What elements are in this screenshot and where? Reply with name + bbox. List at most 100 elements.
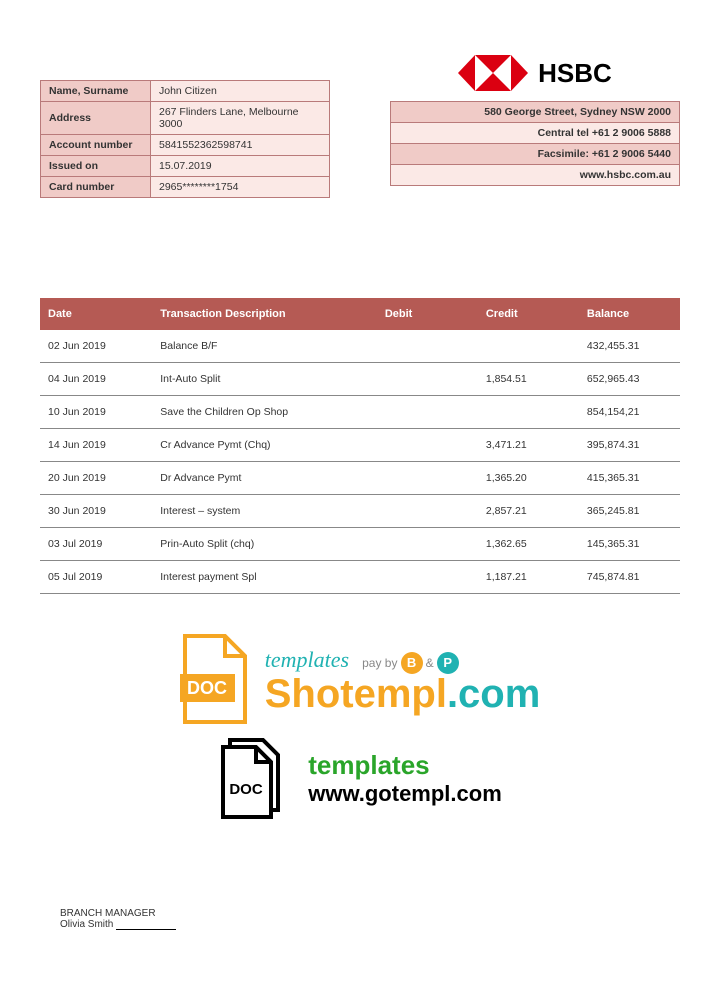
gotempl-templates-label: templates <box>308 750 502 781</box>
tx-cell-date: 14 Jun 2019 <box>40 429 152 462</box>
gotempl-text-block: templates www.gotempl.com <box>308 750 502 807</box>
templ-part: templ <box>340 672 447 716</box>
customer-info-label: Card number <box>41 177 151 198</box>
hsbc-logo-icon <box>458 55 528 91</box>
tx-cell-balance: 745,874.81 <box>579 561 680 594</box>
bank-name: HSBC <box>538 58 612 89</box>
tx-header-cell: Balance <box>579 298 680 330</box>
bank-info-cell: 580 George Street, Sydney NSW 2000 <box>391 102 680 123</box>
tx-cell-credit: 1,365.20 <box>478 462 579 495</box>
payby-label: pay by <box>362 656 397 670</box>
tx-cell-balance: 365,245.81 <box>579 495 680 528</box>
customer-info-row: Issued on15.07.2019 <box>41 156 330 177</box>
tx-cell-debit <box>377 429 478 462</box>
header-section: Name, SurnameJohn CitizenAddress267 Flin… <box>40 50 680 198</box>
tx-cell-desc: Interest – system <box>152 495 377 528</box>
tx-cell-desc: Save the Children Op Shop <box>152 396 377 429</box>
table-row: 14 Jun 2019Cr Advance Pymt (Chq) 3,471.21… <box>40 429 680 462</box>
bank-box: HSBC 580 George Street, Sydney NSW 2000C… <box>390 50 680 186</box>
tx-cell-credit: 1,362.65 <box>478 528 579 561</box>
tx-cell-date: 05 Jul 2019 <box>40 561 152 594</box>
bank-info-row: 580 George Street, Sydney NSW 2000 <box>391 102 680 123</box>
bank-info-cell: www.hsbc.com.au <box>391 165 680 186</box>
tx-cell-debit <box>377 528 478 561</box>
tx-cell-desc: Prin-Auto Split (chq) <box>152 528 377 561</box>
tx-cell-credit <box>478 330 579 363</box>
table-row: 30 Jun 2019Interest – system 2,857.21365,… <box>40 495 680 528</box>
customer-info-label: Account number <box>41 135 151 156</box>
tx-cell-balance: 415,365.31 <box>579 462 680 495</box>
customer-info-value: John Citizen <box>151 81 330 102</box>
tx-cell-desc: Cr Advance Pymt (Chq) <box>152 429 377 462</box>
signature-line <box>116 929 176 930</box>
bank-info-row: Facsimile: +61 2 9006 5440 <box>391 144 680 165</box>
gotempl-row: DOC templates www.gotempl.com <box>40 732 680 825</box>
customer-info-value: 5841552362598741 <box>151 135 330 156</box>
table-row: 02 Jun 2019Balance B/F432,455.31 <box>40 330 680 363</box>
customer-info-label: Name, Surname <box>41 81 151 102</box>
tx-cell-desc: Balance B/F <box>152 330 377 363</box>
transactions-table: DateTransaction DescriptionDebitCreditBa… <box>40 298 680 594</box>
table-row: 03 Jul 2019Prin-Auto Split (chq) 1,362.65… <box>40 528 680 561</box>
shotempl-main-label: Shotempl.com <box>265 674 541 714</box>
tx-cell-desc: Interest payment Spl <box>152 561 377 594</box>
signature-block: BRANCH MANAGER Olivia Smith <box>60 908 176 930</box>
customer-info-row: Account number5841552362598741 <box>41 135 330 156</box>
tx-cell-balance: 145,365.31 <box>579 528 680 561</box>
tx-cell-date: 03 Jul 2019 <box>40 528 152 561</box>
customer-info-row: Card number2965********1754 <box>41 177 330 198</box>
table-row: 05 Jul 2019Interest payment Spl 1,187.217… <box>40 561 680 594</box>
tx-cell-balance: 854,154,21 <box>579 396 680 429</box>
shotempl-row: DOC templates pay by B & P Shotempl.com <box>40 634 680 727</box>
tx-cell-balance: 395,874.31 <box>579 429 680 462</box>
bank-info-cell: Central tel +61 2 9006 5888 <box>391 123 680 144</box>
tx-cell-debit <box>377 495 478 528</box>
customer-info-row: Name, SurnameJohn Citizen <box>41 81 330 102</box>
tx-cell-credit: 1,187.21 <box>478 561 579 594</box>
tx-cell-date: 10 Jun 2019 <box>40 396 152 429</box>
tx-cell-debit <box>377 330 478 363</box>
bank-info-table: 580 George Street, Sydney NSW 2000Centra… <box>390 101 680 186</box>
customer-info-value: 267 Flinders Lane, Melbourne 3000 <box>151 102 330 135</box>
tx-cell-date: 30 Jun 2019 <box>40 495 152 528</box>
signature-name: Olivia Smith <box>60 919 113 930</box>
tx-header-cell: Date <box>40 298 152 330</box>
tx-cell-credit: 1,854.51 <box>478 363 579 396</box>
customer-info-label: Issued on <box>41 156 151 177</box>
customer-info-row: Address267 Flinders Lane, Melbourne 3000 <box>41 102 330 135</box>
customer-info-value: 15.07.2019 <box>151 156 330 177</box>
tx-cell-debit <box>377 462 478 495</box>
gotempl-url-label: www.gotempl.com <box>308 781 502 807</box>
tx-header-cell: Transaction Description <box>152 298 377 330</box>
bank-info-row: Central tel +61 2 9006 5888 <box>391 123 680 144</box>
paypal-icon: P <box>437 652 459 674</box>
tx-cell-credit <box>478 396 579 429</box>
com-part: .com <box>447 672 540 716</box>
tx-header-cell: Debit <box>377 298 478 330</box>
tx-cell-debit <box>377 363 478 396</box>
customer-info-label: Address <box>41 102 151 135</box>
tx-cell-credit: 3,471.21 <box>478 429 579 462</box>
watermark-section: DOC templates pay by B & P Shotempl.com … <box>40 634 680 825</box>
table-row: 04 Jun 2019Int-Auto Split1,854.51652,965… <box>40 363 680 396</box>
signature-title: BRANCH MANAGER <box>60 908 176 919</box>
tx-cell-debit <box>377 396 478 429</box>
tx-cell-credit: 2,857.21 <box>478 495 579 528</box>
doc-file-black-icon: DOC <box>218 732 288 825</box>
tx-cell-balance: 652,965.43 <box>579 363 680 396</box>
tx-cell-desc: Dr Advance Pymt <box>152 462 377 495</box>
tx-cell-debit <box>377 561 478 594</box>
tx-header-cell: Credit <box>478 298 579 330</box>
table-row: 10 Jun 2019Save the Children Op Shop 854,… <box>40 396 680 429</box>
table-row: 20 Jun 2019Dr Advance Pymt 1,365.20415,36… <box>40 462 680 495</box>
bank-info-row: www.hsbc.com.au <box>391 165 680 186</box>
svg-text:DOC: DOC <box>187 678 227 698</box>
tx-cell-date: 20 Jun 2019 <box>40 462 152 495</box>
customer-info-value: 2965********1754 <box>151 177 330 198</box>
ampersand: & <box>426 656 434 670</box>
sho-part: Sho <box>265 672 341 716</box>
bank-info-cell: Facsimile: +61 2 9006 5440 <box>391 144 680 165</box>
bank-logo-row: HSBC <box>390 50 680 101</box>
bitcoin-icon: B <box>401 652 423 674</box>
tx-cell-date: 02 Jun 2019 <box>40 330 152 363</box>
